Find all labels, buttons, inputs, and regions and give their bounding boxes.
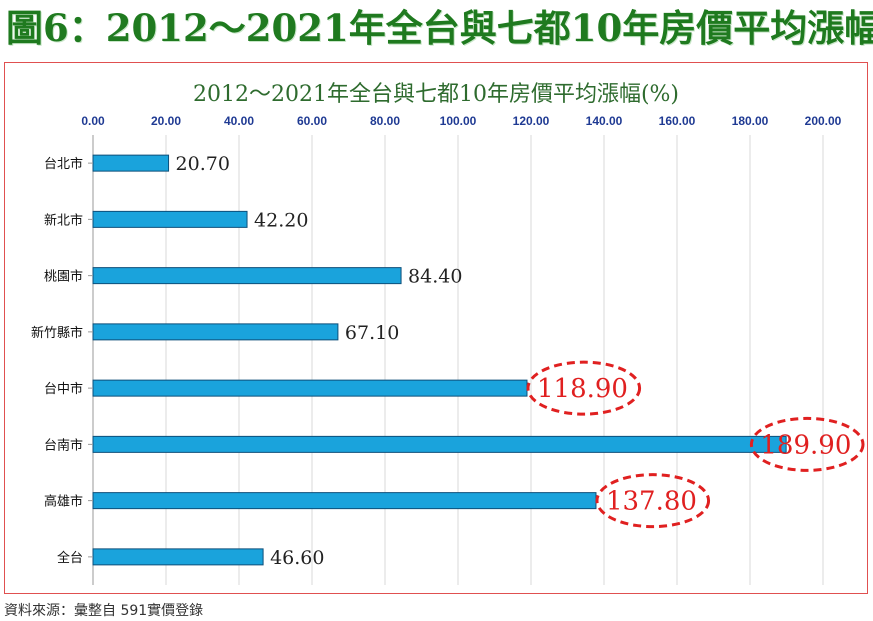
chart-frame: 2012～2021年全台與七都10年房價平均漲幅(%) 0.00 20.00 40.… <box>4 62 868 594</box>
bar <box>92 154 170 172</box>
data-label: 118.90 <box>537 374 628 404</box>
bar <box>92 548 264 566</box>
bars <box>88 154 787 566</box>
x-tick-label: 60.00 <box>297 114 327 128</box>
bar <box>92 492 597 510</box>
category-label: 高雄市 <box>44 494 83 510</box>
highlight-ellipse <box>526 360 642 416</box>
highlight-ellipse <box>749 416 865 472</box>
x-axis-ticks: 0.00 20.00 40.00 60.00 80.00 100.00 120.00 140.… <box>81 114 841 128</box>
highlight-ellipse <box>595 473 711 529</box>
data-label: 137.80 <box>606 487 697 517</box>
x-tick-label: 140.00 <box>586 114 623 128</box>
category-label: 新竹縣市 <box>31 325 83 341</box>
data-label: 84.40 <box>408 266 462 288</box>
category-label: 全台 <box>57 550 83 566</box>
data-label: 42.20 <box>254 209 308 231</box>
bar <box>92 210 248 228</box>
category-label: 台南市 <box>44 437 83 453</box>
chart-title: 2012～2021年全台與七都10年房價平均漲幅(%) <box>193 82 679 107</box>
x-tick-label: 160.00 <box>659 114 696 128</box>
source-note: 資料來源：彙整自 591實價登錄 <box>4 603 204 619</box>
data-label: 67.10 <box>345 322 399 344</box>
x-tick-label: 120.00 <box>513 114 550 128</box>
bar <box>92 379 528 397</box>
x-tick-label: 20.00 <box>151 114 181 128</box>
data-label: 20.70 <box>176 153 230 175</box>
gridlines <box>92 135 824 585</box>
data-label: 46.60 <box>270 547 324 569</box>
x-tick-label: 40.00 <box>224 114 254 128</box>
data-labels: 20.70 42.20 84.40 67.10 118.90 189.90 137.80 46… <box>176 153 865 569</box>
x-tick-label: 200.00 <box>805 114 842 128</box>
bar-chart: 2012～2021年全台與七都10年房價平均漲幅(%) 0.00 20.00 40.… <box>31 82 865 585</box>
category-label: 桃園市 <box>44 269 83 285</box>
category-label: 台中市 <box>44 381 83 397</box>
category-label: 新北市 <box>44 212 83 228</box>
bar <box>92 435 787 453</box>
bar <box>92 267 402 285</box>
x-tick-label: 80.00 <box>370 114 400 128</box>
x-tick-label: 0.00 <box>81 114 105 128</box>
bar <box>92 323 339 341</box>
x-tick-label: 180.00 <box>732 114 769 128</box>
category-label: 台北市 <box>44 156 83 172</box>
data-label: 189.90 <box>760 430 851 460</box>
figure-title: 圖6：2012～2021年全台與七都10年房價平均漲幅 <box>6 6 873 50</box>
x-tick-label: 100.00 <box>440 114 477 128</box>
